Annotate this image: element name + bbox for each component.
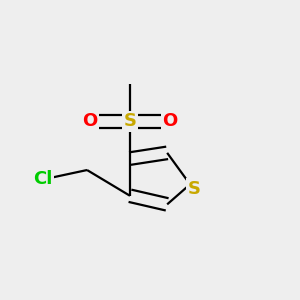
Text: O: O	[162, 112, 178, 130]
Text: S: S	[124, 112, 136, 130]
Text: S: S	[188, 180, 201, 198]
Text: Cl: Cl	[33, 169, 52, 188]
Text: O: O	[82, 112, 98, 130]
